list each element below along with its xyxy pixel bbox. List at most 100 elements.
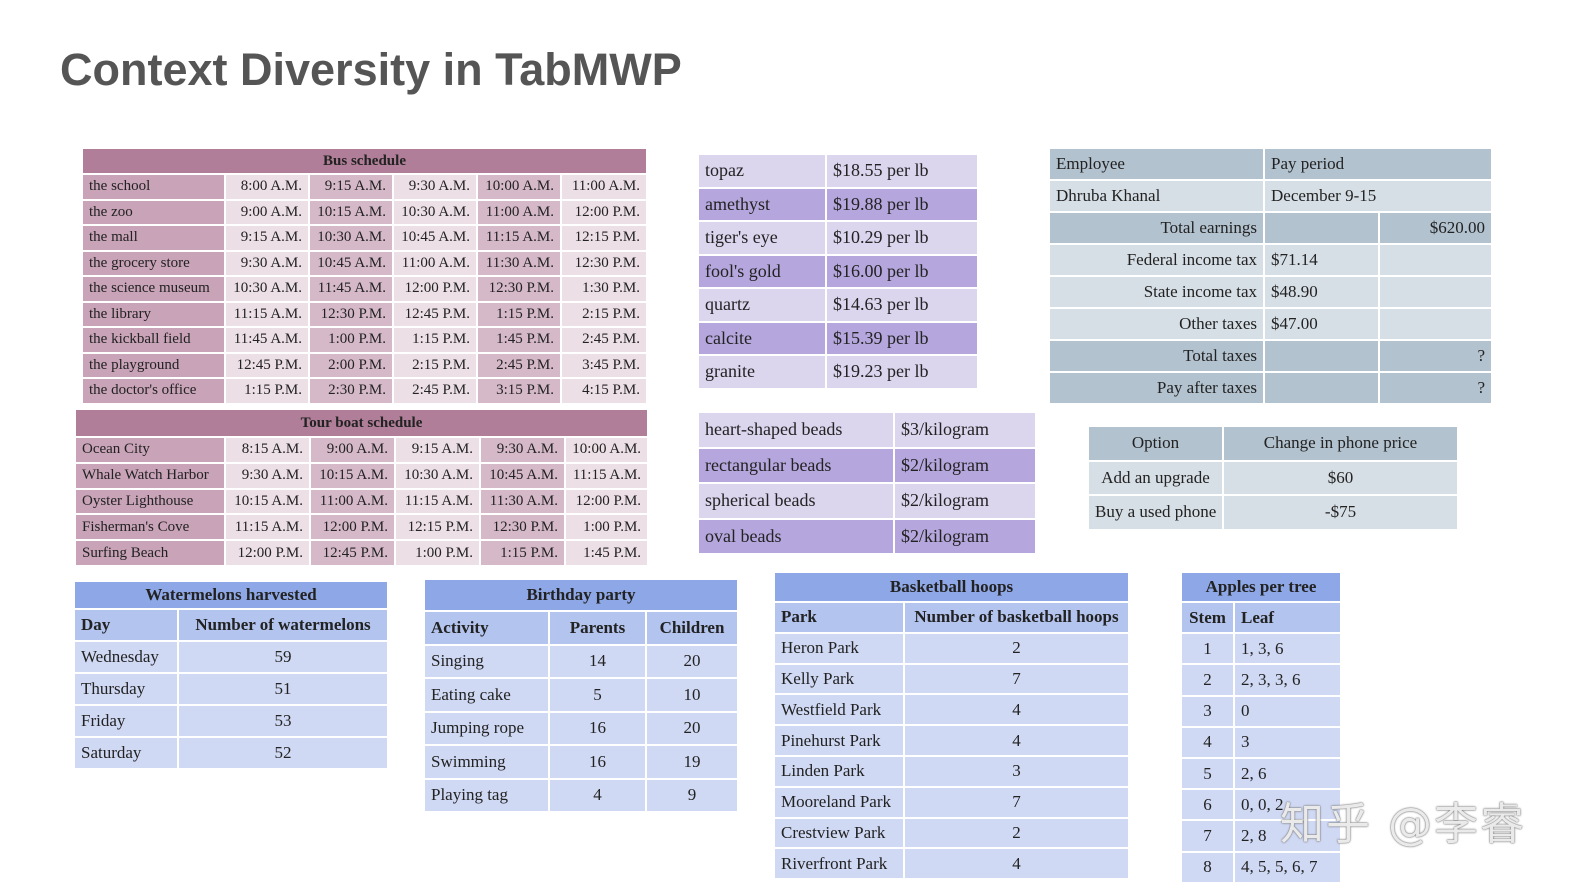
- table-cell: Heron Park: [773, 631, 905, 665]
- table-row: granite $19.23 per lb: [697, 354, 979, 390]
- table-row: quartz $14.63 per lb: [697, 287, 979, 323]
- table-cell: Oyster Lighthouse: [74, 487, 226, 516]
- table-cell: 9:15 A.M.: [224, 224, 310, 252]
- table-row: the zoo 9:00 A.M. 10:15 A.M. 10:30 A.M. 11:0…: [81, 198, 649, 226]
- slide-title: Context Diversity in TabMWP: [60, 44, 682, 95]
- table-cell: 2:45 P.M.: [559, 326, 649, 354]
- table-cell: [1263, 339, 1380, 373]
- table-cell: 12:45 P.M.: [224, 351, 310, 379]
- table-cell: 4:15 P.M.: [559, 377, 649, 405]
- table-cell: 9:00 A.M.: [309, 436, 396, 464]
- table-cell: 4: [902, 847, 1131, 881]
- table-cell: 59: [176, 640, 390, 674]
- table-cell: 12:45 P.M.: [392, 300, 478, 328]
- table-cell: Saturday: [73, 736, 179, 770]
- table-cell: 10:00 A.M.: [563, 436, 650, 464]
- table-cell: 2:30 P.M.: [308, 377, 394, 405]
- table-cell: 53: [176, 704, 390, 738]
- column-header: Stem: [1180, 600, 1235, 635]
- table-title: Apples per tree: [1180, 571, 1342, 603]
- table-cell: Add an upgrade: [1087, 459, 1224, 496]
- table-row: Swimming 16 19: [423, 744, 739, 780]
- table-cell: 10:45 A.M.: [308, 249, 394, 277]
- table-cell: Total taxes: [1048, 339, 1265, 373]
- table-cell: -$75: [1222, 494, 1459, 531]
- table-cell: 7: [902, 662, 1131, 696]
- table-cell: 51: [176, 672, 390, 706]
- table-row: 2 2, 3, 3, 6: [1180, 663, 1342, 697]
- table-cell: 1, 3, 6: [1233, 632, 1342, 666]
- table-cell: 1: [1180, 632, 1235, 666]
- table-cell: 11:00 A.M.: [476, 198, 562, 226]
- column-header: Parents: [548, 610, 647, 646]
- table-title: Bus schedule: [80, 147, 649, 175]
- table-cell: 8: [1180, 850, 1235, 884]
- table-cell: 1:00 P.M.: [563, 513, 650, 542]
- watermark: 知乎 @李睿: [1280, 799, 1526, 850]
- table-cell: Kelly Park: [773, 662, 905, 696]
- watermelons-table: Watermelons harvested Day Number of waterm…: [72, 580, 390, 770]
- table-cell: 10:00 A.M.: [476, 173, 562, 201]
- beads-table: heart-shaped beads $3/kilogram rectangular…: [697, 411, 1037, 555]
- table-row: Fisherman's Cove 11:15 A.M. 12:00 P.M. 12:1…: [74, 513, 650, 542]
- table-row: the mall 9:15 A.M. 10:30 A.M. 10:45 A.M. 11:…: [81, 224, 649, 252]
- bus-table: Bus schedule the school 8:00 A.M. 9:15 A.M.…: [80, 147, 649, 405]
- column-header: Children: [645, 610, 739, 646]
- table-cell: [1263, 371, 1380, 405]
- table-cell: Westfield Park: [773, 693, 905, 727]
- table-cell: 2, 3, 3, 6: [1233, 663, 1342, 697]
- table-cell: 9:30 A.M.: [392, 173, 478, 201]
- table-cell: 0: [1233, 694, 1342, 728]
- table-cell: rectangular beads: [697, 446, 895, 484]
- table-cell: 12:00 P.M.: [392, 275, 478, 303]
- table-row: the school 8:00 A.M. 9:15 A.M. 9:30 A.M. 10:…: [81, 173, 649, 201]
- table-cell: 20: [645, 643, 739, 679]
- table-cell: 10:30 A.M.: [224, 275, 310, 303]
- table-row: Ocean City 8:15 A.M. 9:00 A.M. 9:15 A.M. 9:3…: [74, 436, 650, 464]
- table-row: the grocery store 9:30 A.M. 10:45 A.M. 11:0…: [81, 249, 649, 277]
- table-cell: 1:15 P.M.: [392, 326, 478, 354]
- table-cell: Employee: [1048, 147, 1265, 181]
- table-cell: 12:30 P.M.: [479, 513, 566, 542]
- table-cell: Surfing Beach: [74, 539, 226, 567]
- table-row: Option Change in phone price: [1087, 425, 1459, 462]
- table-cell: Pay period: [1263, 147, 1493, 181]
- table-cell: 12:30 P.M.: [308, 300, 394, 328]
- table-cell: 52: [176, 736, 390, 770]
- table-cell: 11:15 A.M.: [563, 461, 650, 490]
- table-cell: 16: [548, 710, 647, 746]
- table-cell: $14.63 per lb: [825, 287, 979, 323]
- phone-table: Option Change in phone price Add an upgrad…: [1087, 425, 1459, 531]
- table-cell: 1:15 P.M.: [476, 300, 562, 328]
- table-cell: oval beads: [697, 517, 895, 555]
- table-row: tiger's eye $10.29 per lb: [697, 220, 979, 256]
- table-cell: the mall: [81, 224, 226, 252]
- table-cell: Option: [1087, 425, 1224, 462]
- table-cell: Singing: [423, 643, 550, 679]
- table-cell: 9: [645, 777, 739, 813]
- table-cell: 3: [902, 754, 1131, 788]
- table-cell: Friday: [73, 704, 179, 738]
- table-cell: 20: [645, 710, 739, 746]
- table-cell: 4, 5, 5, 6, 7: [1233, 850, 1342, 884]
- header-row: Stem Leaf: [1180, 600, 1342, 635]
- table-cell: the playground: [81, 351, 226, 379]
- table-cell: 5: [548, 677, 647, 713]
- table-cell: 12:00 P.M.: [563, 487, 650, 516]
- table-cell: the zoo: [81, 198, 226, 226]
- column-header: Park: [773, 601, 905, 634]
- table-row: 5 2, 6: [1180, 756, 1342, 791]
- table-cell: 11:00 A.M.: [559, 173, 649, 201]
- column-header: Activity: [423, 610, 550, 646]
- table-row: oval beads $2/kilogram: [697, 517, 1037, 555]
- table-cell: 9:15 A.M.: [308, 173, 394, 201]
- table-cell: the kickball field: [81, 326, 226, 354]
- table-row: Total earnings $620.00: [1048, 211, 1493, 245]
- table-cell: 2: [902, 631, 1131, 665]
- table-cell: Linden Park: [773, 754, 905, 788]
- table-cell: Total earnings: [1048, 211, 1265, 245]
- table-cell: Buy a used phone: [1087, 494, 1224, 531]
- table-cell: 10:30 A.M.: [394, 461, 481, 490]
- table-cell: 2, 6: [1233, 756, 1342, 791]
